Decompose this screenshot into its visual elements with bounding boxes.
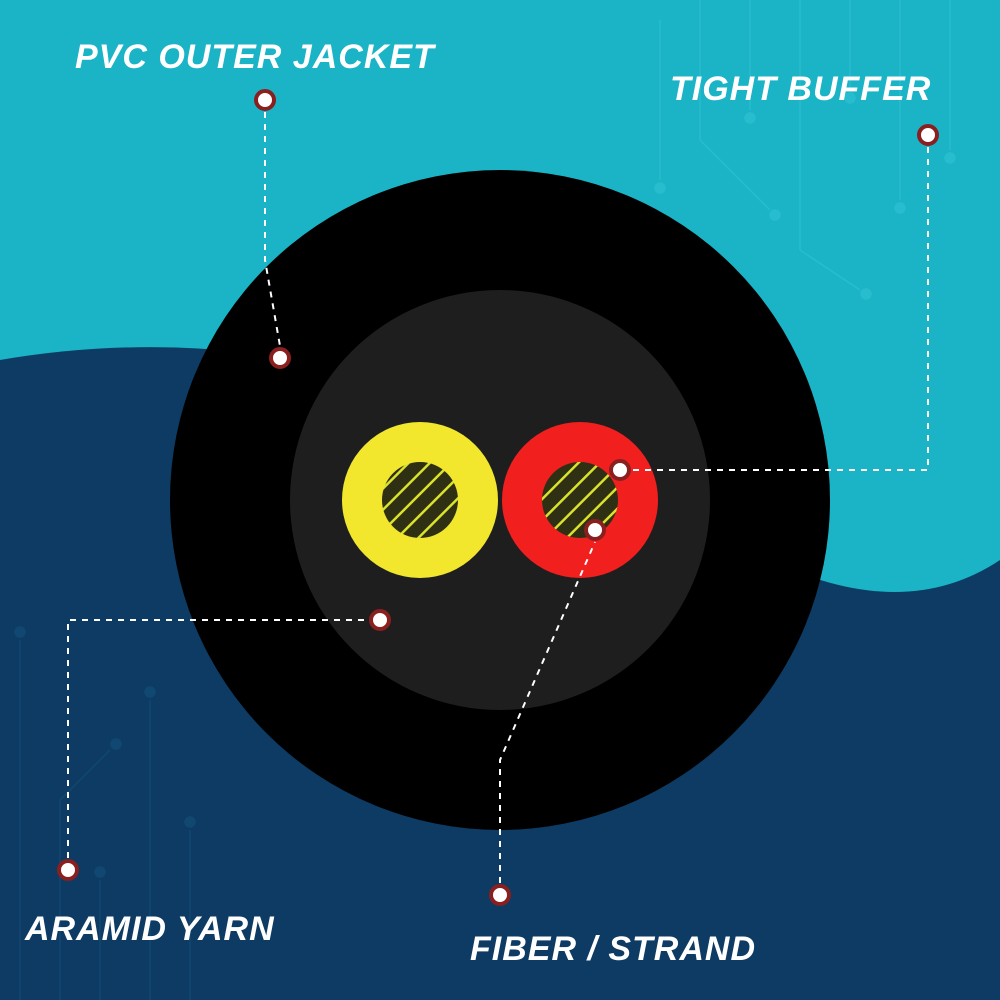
callout-marker bbox=[57, 859, 79, 881]
callout-marker bbox=[584, 519, 606, 541]
label-tight-buffer: TIGHT BUFFER bbox=[670, 70, 931, 109]
callout-marker bbox=[269, 347, 291, 369]
callout-marker bbox=[917, 124, 939, 146]
label-aramid-yarn: ARAMID YARN bbox=[25, 910, 275, 949]
label-pvc-outer-jacket: PVC OUTER JACKET bbox=[75, 38, 435, 77]
fiber-strand-core bbox=[382, 462, 458, 538]
label-fiber-strand: FIBER / STRAND bbox=[470, 930, 756, 969]
callout-marker bbox=[609, 459, 631, 481]
cable-cross-section bbox=[0, 0, 1000, 1000]
fiber-strand-core bbox=[542, 462, 618, 538]
callout-marker bbox=[369, 609, 391, 631]
callout-marker bbox=[254, 89, 276, 111]
callout-marker bbox=[489, 884, 511, 906]
